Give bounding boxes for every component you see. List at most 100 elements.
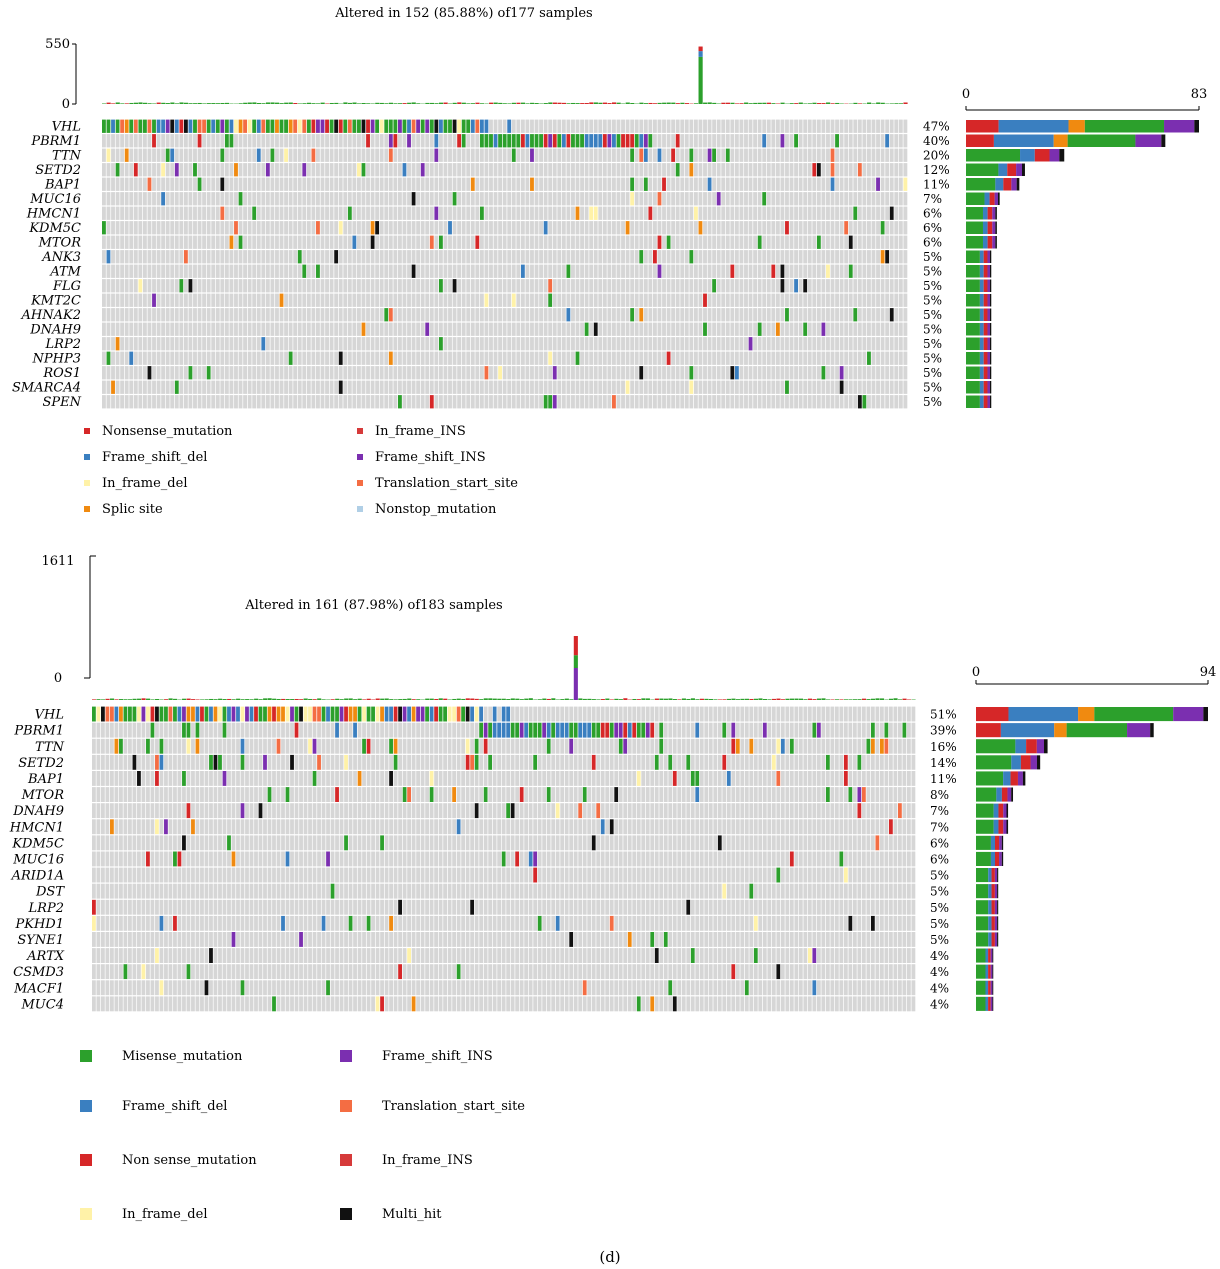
tmb-bar-29 bbox=[222, 699, 227, 700]
cell-nphp3-162 bbox=[839, 351, 844, 365]
tmb-bar-158 bbox=[803, 699, 808, 700]
cell-flg-49 bbox=[325, 279, 329, 293]
cell-kmt2c-37 bbox=[270, 293, 275, 307]
cell-pbrm1-36 bbox=[265, 134, 270, 148]
tmb-bar-21 bbox=[186, 698, 191, 700]
gene-label-lrp2: LRP2 bbox=[28, 901, 64, 916]
cell-nphp3-138 bbox=[730, 351, 735, 365]
cell-bap1-94 bbox=[515, 771, 520, 786]
cell-muc16-98 bbox=[548, 192, 553, 206]
cell-smarca4-157 bbox=[816, 380, 821, 394]
cell-ahnak2-99 bbox=[552, 308, 557, 322]
cell-dnah9-45 bbox=[306, 322, 311, 336]
cell-bap1-156 bbox=[812, 177, 817, 191]
cell-pbrm1-30 bbox=[238, 134, 243, 148]
cell-setd2-143 bbox=[753, 163, 758, 177]
cell-spen-164 bbox=[848, 395, 853, 409]
cell-kmt2c-134 bbox=[712, 293, 717, 307]
cell-hmcn1-76 bbox=[448, 206, 452, 220]
gene-label-ttn: TTN bbox=[52, 148, 82, 163]
cell-spen-109 bbox=[598, 395, 603, 409]
cell-vhl-163 bbox=[825, 706, 830, 722]
cell-muc16-145 bbox=[762, 192, 767, 206]
cell-hmcn1-129 bbox=[689, 206, 694, 220]
cell-pbrm1-31 bbox=[243, 134, 248, 148]
cell-pbrm1-40 bbox=[272, 722, 276, 738]
cell-bap1-71 bbox=[425, 177, 430, 191]
cell-flg-157 bbox=[816, 279, 821, 293]
cell-mtor-26 bbox=[220, 235, 225, 249]
cell-bap1-11 bbox=[141, 771, 146, 786]
cell-lrp2-7 bbox=[133, 337, 138, 351]
cell-flg-11 bbox=[152, 279, 156, 293]
cell-flg-101 bbox=[561, 279, 566, 293]
cell-setd2-68 bbox=[411, 163, 416, 177]
cell-dnah9-94 bbox=[530, 322, 534, 336]
cell-muc16-129 bbox=[689, 192, 694, 206]
cell-bap1-170 bbox=[876, 177, 880, 191]
cell-kdm5c-17 bbox=[179, 221, 184, 235]
cell-ahnak2-40 bbox=[284, 308, 288, 322]
cell-bap1-89 bbox=[507, 177, 512, 191]
cell-bap1-31 bbox=[231, 771, 236, 786]
cell-ros1-41 bbox=[288, 366, 293, 380]
cell-smarca4-113 bbox=[616, 380, 621, 394]
cell-smarca4-81 bbox=[470, 380, 475, 394]
cell-vhl-150 bbox=[785, 119, 789, 133]
cell-vhl-150 bbox=[767, 706, 772, 722]
cell-nphp3-108 bbox=[593, 351, 598, 365]
cell-mtor-140 bbox=[739, 235, 744, 249]
cell-mtor-20 bbox=[193, 235, 197, 249]
cell-ank3-170 bbox=[876, 250, 880, 264]
percent-label-nphp3: 5% bbox=[923, 351, 942, 365]
cell-lrp2-174 bbox=[894, 337, 899, 351]
cell-ros1-93 bbox=[525, 366, 530, 380]
cell-bap1-142 bbox=[731, 771, 736, 786]
cell-spen-98 bbox=[548, 395, 553, 409]
cell-bap1-68 bbox=[411, 177, 416, 191]
cell-bap1-35 bbox=[261, 177, 266, 191]
cell-smarca4-65 bbox=[397, 380, 402, 394]
cell-nphp3-84 bbox=[484, 351, 489, 365]
cell-atm-14 bbox=[165, 264, 170, 278]
cell-lrp2-32 bbox=[247, 337, 252, 351]
cell-hmcn1-130 bbox=[693, 206, 698, 220]
cell-kdm5c-25 bbox=[215, 221, 220, 235]
cell-mtor-48 bbox=[320, 235, 325, 249]
legend-label-in-frame-ins: In_frame_INS bbox=[375, 424, 466, 439]
cell-atm-44 bbox=[302, 264, 307, 278]
cell-smarca4-54 bbox=[347, 380, 352, 394]
cell-dnah9-63 bbox=[388, 322, 393, 336]
cell-ahnak2-82 bbox=[475, 308, 480, 322]
cell-vhl-83 bbox=[465, 706, 470, 722]
cell-vhl-45 bbox=[306, 119, 311, 133]
cell-kmt2c-144 bbox=[757, 293, 762, 307]
cell-pbrm1-117 bbox=[634, 134, 639, 148]
cell-ttn-22 bbox=[202, 148, 207, 162]
cell-bap1-19 bbox=[177, 771, 182, 786]
cell-vhl-157 bbox=[816, 119, 821, 133]
cell-spen-7 bbox=[133, 395, 138, 409]
cell-smarca4-7 bbox=[133, 380, 138, 394]
cell-setd2-172 bbox=[866, 754, 871, 770]
cell-ank3-101 bbox=[561, 250, 566, 264]
cell-kdm5c-24 bbox=[211, 221, 216, 235]
cell-bap1-118 bbox=[623, 771, 628, 786]
cell-vhl-59 bbox=[357, 706, 362, 722]
cell-atm-30 bbox=[238, 264, 243, 278]
cell-spen-94 bbox=[530, 395, 534, 409]
cell-hmcn1-141 bbox=[744, 206, 748, 220]
cell-dnah9-169 bbox=[871, 322, 876, 336]
cell-vhl-151 bbox=[771, 706, 776, 722]
cell-hmcn1-8 bbox=[138, 206, 143, 220]
cell-vhl-79 bbox=[447, 706, 452, 722]
cell-ahnak2-151 bbox=[789, 308, 794, 322]
cell-muc16-143 bbox=[753, 192, 758, 206]
cell-ros1-43 bbox=[297, 366, 302, 380]
cell-setd2-20 bbox=[193, 163, 197, 177]
cell-setd2-164 bbox=[830, 754, 835, 770]
cell-setd2-118 bbox=[639, 163, 644, 177]
cell-bap1-119 bbox=[627, 771, 632, 786]
cell-ros1-69 bbox=[416, 366, 421, 380]
cell-hmcn1-54 bbox=[347, 206, 352, 220]
